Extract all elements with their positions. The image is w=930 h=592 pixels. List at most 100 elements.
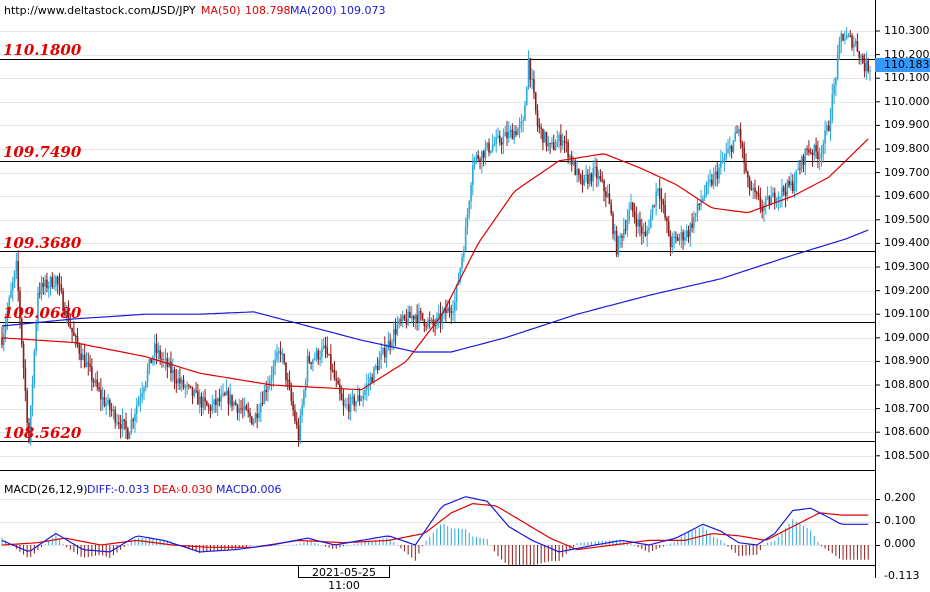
candle-body <box>419 311 422 313</box>
candle-body <box>143 387 145 394</box>
candle-body <box>675 236 677 238</box>
candle-body <box>112 409 115 411</box>
candle-body <box>116 422 118 424</box>
candle-body <box>446 307 449 314</box>
candle-body <box>209 406 212 411</box>
candles <box>1 27 871 447</box>
candle-body <box>146 369 149 382</box>
candle-body <box>38 292 41 294</box>
candle-body <box>265 390 267 392</box>
candle-body <box>658 188 661 200</box>
candle-body <box>1 337 3 345</box>
current-price-tag: 110.183 <box>875 58 930 72</box>
candle-body <box>259 402 262 413</box>
candle-body <box>481 151 483 162</box>
site-url[interactable]: http://www.deltastock.com/ <box>4 4 155 17</box>
candle-body <box>100 389 102 400</box>
candle-body <box>353 396 356 406</box>
candle-body <box>790 181 792 186</box>
candle-body <box>202 397 205 408</box>
candle-body <box>389 340 391 346</box>
candle-body <box>211 404 214 411</box>
candle-body <box>277 351 280 353</box>
candle-body <box>391 342 393 346</box>
candle-body <box>588 173 591 184</box>
candle-body <box>250 416 253 425</box>
candle-body <box>295 421 298 426</box>
candle-body <box>579 174 582 180</box>
candle-body <box>312 359 314 364</box>
candle-body <box>346 404 348 406</box>
candle-body <box>525 87 528 106</box>
candle-body <box>414 315 417 320</box>
candle-body <box>813 144 816 156</box>
candle-body <box>745 163 747 172</box>
candle-body <box>58 283 61 286</box>
candle-body <box>110 409 113 411</box>
candle-body <box>511 129 514 140</box>
candle-body <box>74 335 77 337</box>
candle-body <box>118 422 120 425</box>
candle-body <box>385 350 388 358</box>
candle-body <box>299 415 302 441</box>
candle-body <box>231 394 233 406</box>
candle-body <box>182 379 185 388</box>
candle-body <box>817 151 819 159</box>
candle-body <box>764 198 767 205</box>
macd-axis-tick-low: -0.113 <box>884 569 920 582</box>
candle-body <box>605 191 607 197</box>
candle-body <box>680 232 683 238</box>
candle-body <box>488 142 490 153</box>
candle-body <box>410 315 413 319</box>
candle-body <box>853 43 855 48</box>
candle-body <box>556 141 559 147</box>
price-axis-tick: 109.900 <box>884 118 930 132</box>
candle-body <box>723 157 726 162</box>
candle-body <box>552 142 555 150</box>
candle-body <box>818 156 821 159</box>
candle-body <box>554 146 557 150</box>
level-label-110180: 110.1800 <box>3 41 82 59</box>
candle-body <box>849 35 852 37</box>
price-axis-tick: 109.300 <box>884 260 930 273</box>
candle-body <box>671 237 674 248</box>
candle-body <box>694 212 697 217</box>
candle-body <box>333 370 336 379</box>
candle-body <box>22 344 25 368</box>
candle-body <box>283 353 285 363</box>
candle-body <box>782 187 785 192</box>
candle-body <box>709 179 711 182</box>
candle-body <box>162 359 165 361</box>
candle-body <box>362 395 365 400</box>
candle-body <box>306 356 309 382</box>
candle-body <box>739 129 742 143</box>
candle-body <box>428 320 431 322</box>
candle-body <box>33 350 36 384</box>
candle-body <box>369 376 372 384</box>
candle-body <box>101 397 104 400</box>
candle-body <box>324 345 327 348</box>
candle-body <box>727 148 729 154</box>
candle-body <box>53 285 55 288</box>
candle-body <box>351 396 354 398</box>
candle-body <box>797 168 799 171</box>
candle-body <box>191 386 194 396</box>
candle-body <box>484 147 487 158</box>
candle-body <box>94 379 97 383</box>
candle-body <box>831 94 834 120</box>
ma50-line <box>1 138 869 391</box>
candle-body <box>673 236 675 238</box>
candle-body <box>748 177 751 189</box>
candle-body <box>344 404 347 406</box>
candle-body <box>711 179 713 185</box>
candle-body <box>292 401 294 411</box>
candle-body <box>254 413 257 423</box>
candle-body <box>234 402 237 405</box>
candle-body <box>757 193 760 198</box>
candle-body <box>459 268 462 281</box>
candle-body <box>808 149 810 153</box>
candle-body <box>594 166 596 168</box>
candle-body <box>222 393 224 396</box>
candle-body <box>373 367 375 382</box>
candle-body <box>121 419 124 429</box>
